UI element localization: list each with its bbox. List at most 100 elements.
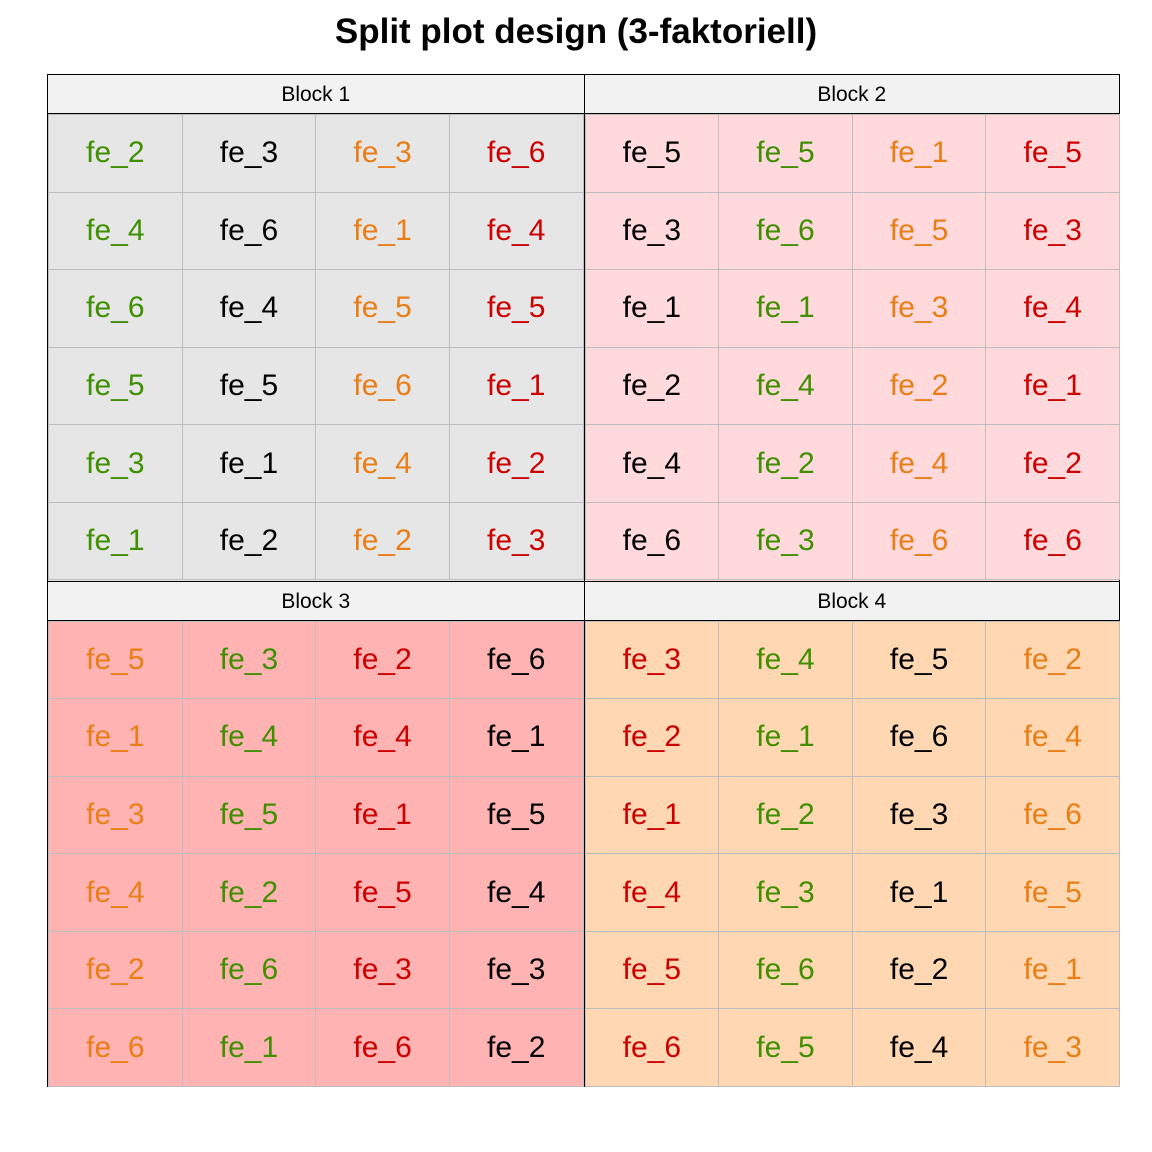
plot-cell: fe_6 bbox=[48, 1008, 183, 1087]
plot-cell: fe_3 bbox=[718, 853, 853, 932]
plot-cell: fe_5 bbox=[851, 191, 987, 271]
plot-cell: fe_5 bbox=[181, 775, 317, 855]
plot-cell: fe_3 bbox=[851, 269, 987, 348]
plot-cell: fe_1 bbox=[718, 269, 853, 348]
plot-cell: fe_2 bbox=[181, 501, 317, 581]
plot-cell: fe_4 bbox=[851, 424, 987, 503]
plot-cell: fe_3 bbox=[584, 620, 720, 700]
plot-cell: fe_6 bbox=[181, 191, 317, 271]
plot-cell: fe_4 bbox=[315, 424, 450, 503]
plot-cell: fe_2 bbox=[48, 114, 183, 193]
plot-cell: fe_5 bbox=[448, 269, 584, 348]
block-3-panel: fe_5 fe_1 fe_3 fe_4 fe_2 fe_6 fe_3 fe_4 fe_5 fe_2… bbox=[48, 620, 584, 1087]
plot-cell: fe_2 bbox=[851, 930, 987, 1010]
block-4-strip-label: Block 4 bbox=[584, 581, 1119, 621]
block-2-strip-label: Block 2 bbox=[584, 75, 1119, 114]
plot-cell: fe_4 bbox=[315, 698, 450, 777]
plot-cell: fe_6 bbox=[584, 1008, 720, 1087]
plot-cell: fe_2 bbox=[584, 698, 720, 777]
plot-cell: fe_5 bbox=[718, 114, 853, 193]
block-1: Block 1 fe_2 fe_4 fe_6 fe_5 fe_3 fe_1 fe_3 fe_6 f… bbox=[47, 74, 585, 582]
plot-cell: fe_6 bbox=[448, 114, 584, 193]
plot-cell: fe_1 bbox=[985, 346, 1120, 426]
plot-cell: fe_1 bbox=[448, 346, 584, 426]
plot-cell: fe_2 bbox=[48, 930, 183, 1010]
plot-cell: fe_1 bbox=[584, 775, 720, 855]
plot-cell: fe_3 bbox=[48, 424, 183, 503]
plot-cell: fe_6 bbox=[985, 775, 1120, 855]
plot-cell: fe_4 bbox=[584, 424, 720, 503]
plot-cell: fe_3 bbox=[48, 775, 183, 855]
plot-cell: fe_2 bbox=[985, 424, 1120, 503]
plot-cell: fe_4 bbox=[985, 698, 1120, 777]
plot-cell: fe_1 bbox=[48, 698, 183, 777]
plot-cell: fe_6 bbox=[448, 620, 584, 700]
plot-cell: fe_5 bbox=[315, 853, 450, 932]
plot-cell: fe_4 bbox=[448, 853, 584, 932]
plot-cell: fe_3 bbox=[718, 501, 853, 581]
plot-cell: fe_1 bbox=[851, 114, 987, 193]
plot-cell: fe_6 bbox=[315, 1008, 450, 1087]
plot-cell: fe_6 bbox=[985, 501, 1120, 581]
plot-cell: fe_1 bbox=[851, 853, 987, 932]
plot-cell: fe_2 bbox=[985, 620, 1120, 700]
plot-cell: fe_1 bbox=[985, 930, 1120, 1010]
plot-cell: fe_6 bbox=[851, 698, 987, 777]
plot-cell: fe_5 bbox=[315, 269, 450, 348]
plot-cell: fe_5 bbox=[48, 620, 183, 700]
plot-cell: fe_1 bbox=[181, 424, 317, 503]
plot-cell: fe_2 bbox=[448, 424, 584, 503]
plot-cell: fe_3 bbox=[315, 114, 450, 193]
plot-cell: fe_1 bbox=[315, 191, 450, 271]
plot-cell: fe_6 bbox=[851, 501, 987, 581]
plot-cell: fe_4 bbox=[48, 853, 183, 932]
plot-cell: fe_4 bbox=[718, 620, 853, 700]
split-plot-grid: Block 1 fe_2 fe_4 fe_6 fe_5 fe_3 fe_1 fe_3 fe_6 f… bbox=[47, 74, 1120, 1087]
block-4-panel: fe_3 fe_2 fe_1 fe_4 fe_5 fe_6 fe_4 fe_1 fe_2 fe_3… bbox=[584, 620, 1120, 1087]
plot-cell: fe_1 bbox=[718, 698, 853, 777]
plot-cell: fe_2 bbox=[851, 346, 987, 426]
plot-cell: fe_3 bbox=[315, 930, 450, 1010]
block-1-strip-label: Block 1 bbox=[48, 75, 584, 114]
plot-cell: fe_4 bbox=[718, 346, 853, 426]
block-3: Block 3 fe_5 fe_1 fe_3 fe_4 fe_2 fe_6 fe_3 fe_4 f… bbox=[47, 580, 585, 1087]
plot-cell: fe_2 bbox=[718, 424, 853, 503]
plot-cell: fe_3 bbox=[448, 501, 584, 581]
plot-cell: fe_5 bbox=[48, 346, 183, 426]
plot-cell: fe_4 bbox=[448, 191, 584, 271]
plot-cell: fe_2 bbox=[315, 501, 450, 581]
plot-cell: fe_3 bbox=[851, 775, 987, 855]
plot-cell: fe_3 bbox=[181, 620, 317, 700]
plot-cell: fe_1 bbox=[448, 698, 584, 777]
plot-cell: fe_5 bbox=[718, 1008, 853, 1087]
plot-cell: fe_5 bbox=[985, 853, 1120, 932]
plot-cell: fe_6 bbox=[181, 930, 317, 1010]
plot-cell: fe_1 bbox=[584, 269, 720, 348]
block-2: Block 2 fe_5 fe_3 fe_1 fe_2 fe_4 fe_6 fe_5 fe_6 f… bbox=[583, 74, 1120, 582]
plot-cell: fe_3 bbox=[985, 191, 1120, 271]
plot-cell: fe_3 bbox=[448, 930, 584, 1010]
plot-cell: fe_6 bbox=[718, 930, 853, 1010]
plot-cell: fe_2 bbox=[315, 620, 450, 700]
plot-cell: fe_6 bbox=[584, 501, 720, 581]
plot-cell: fe_5 bbox=[181, 346, 317, 426]
plot-cell: fe_6 bbox=[315, 346, 450, 426]
plot-cell: fe_4 bbox=[584, 853, 720, 932]
plot-cell: fe_4 bbox=[181, 269, 317, 348]
plot-cell: fe_5 bbox=[985, 114, 1120, 193]
plot-cell: fe_5 bbox=[584, 114, 720, 193]
plot-cell: fe_3 bbox=[181, 114, 317, 193]
plot-cell: fe_4 bbox=[48, 191, 183, 271]
plot-cell: fe_4 bbox=[985, 269, 1120, 348]
plot-cell: fe_4 bbox=[851, 1008, 987, 1087]
plot-cell: fe_2 bbox=[718, 775, 853, 855]
plot-cell: fe_2 bbox=[448, 1008, 584, 1087]
plot-cell: fe_5 bbox=[584, 930, 720, 1010]
block-4: Block 4 fe_3 fe_2 fe_1 fe_4 fe_5 fe_6 fe_4 fe_1 f… bbox=[583, 580, 1120, 1087]
plot-cell: fe_6 bbox=[718, 191, 853, 271]
plot-cell: fe_5 bbox=[448, 775, 584, 855]
plot-cell: fe_1 bbox=[181, 1008, 317, 1087]
block-1-panel: fe_2 fe_4 fe_6 fe_5 fe_3 fe_1 fe_3 fe_6 fe_4 fe_5… bbox=[48, 114, 584, 581]
plot-cell: fe_4 bbox=[181, 698, 317, 777]
plot-cell: fe_3 bbox=[985, 1008, 1120, 1087]
